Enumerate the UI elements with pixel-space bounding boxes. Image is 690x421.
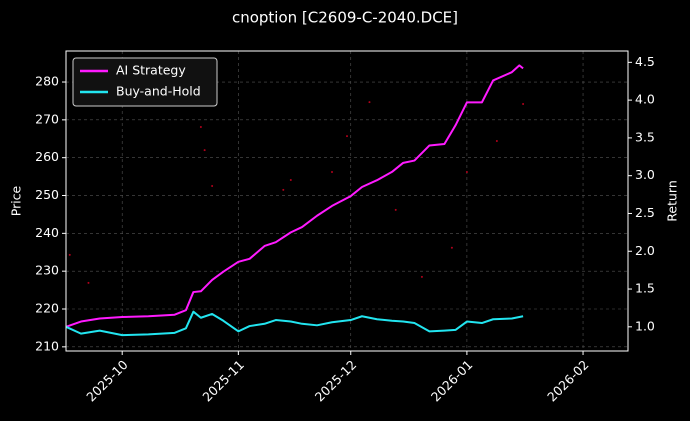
y2-tick-label: 1.5 <box>635 281 655 296</box>
price-point <box>346 135 348 138</box>
series-line <box>65 64 524 328</box>
price-point <box>394 208 397 211</box>
y-tick-label: 240 <box>35 225 59 240</box>
chart-title: cnoption [C2609-C-2040.DCE] <box>232 9 458 27</box>
price-point <box>465 171 468 174</box>
y-tick-label: 220 <box>35 301 59 316</box>
y2-tick-label: 4.5 <box>635 54 655 69</box>
price-point <box>522 102 525 105</box>
plot-frame <box>65 50 629 352</box>
price-point <box>420 275 423 278</box>
legend: AI Strategy Buy-and-Hold <box>72 57 218 107</box>
y-tick-label: 280 <box>35 74 59 89</box>
y-axis-label: Price <box>9 185 24 216</box>
y2-tick-label: 4.0 <box>635 92 655 107</box>
legend-label: AI Strategy <box>116 63 186 78</box>
y2-axis-label: Return <box>665 180 680 221</box>
y2-tick-label: 3.0 <box>635 167 655 182</box>
price-point <box>68 253 71 256</box>
legend-box <box>72 57 218 107</box>
price-point <box>368 101 371 104</box>
y-tick-label: 230 <box>35 263 59 278</box>
price-point <box>289 179 292 182</box>
price-point <box>199 126 202 129</box>
price-point <box>203 149 206 152</box>
price-point <box>87 281 90 284</box>
y-tick-label: 260 <box>35 149 59 164</box>
price-point <box>495 140 498 143</box>
y-tick-label: 250 <box>35 187 59 202</box>
y2-tick-label: 2.5 <box>635 205 655 220</box>
y-tick-label: 270 <box>35 111 59 126</box>
price-point <box>211 185 214 188</box>
y2-tick-label: 1.0 <box>635 318 655 333</box>
series-line <box>65 310 524 337</box>
price-point <box>450 246 453 249</box>
legend-label: Buy-and-Hold <box>116 84 201 99</box>
y2-tick-label: 2.0 <box>635 243 655 258</box>
y2-tick-label: 3.5 <box>635 129 655 144</box>
price-point <box>282 188 285 191</box>
price-point <box>331 171 334 174</box>
y-tick-label: 210 <box>35 338 59 353</box>
